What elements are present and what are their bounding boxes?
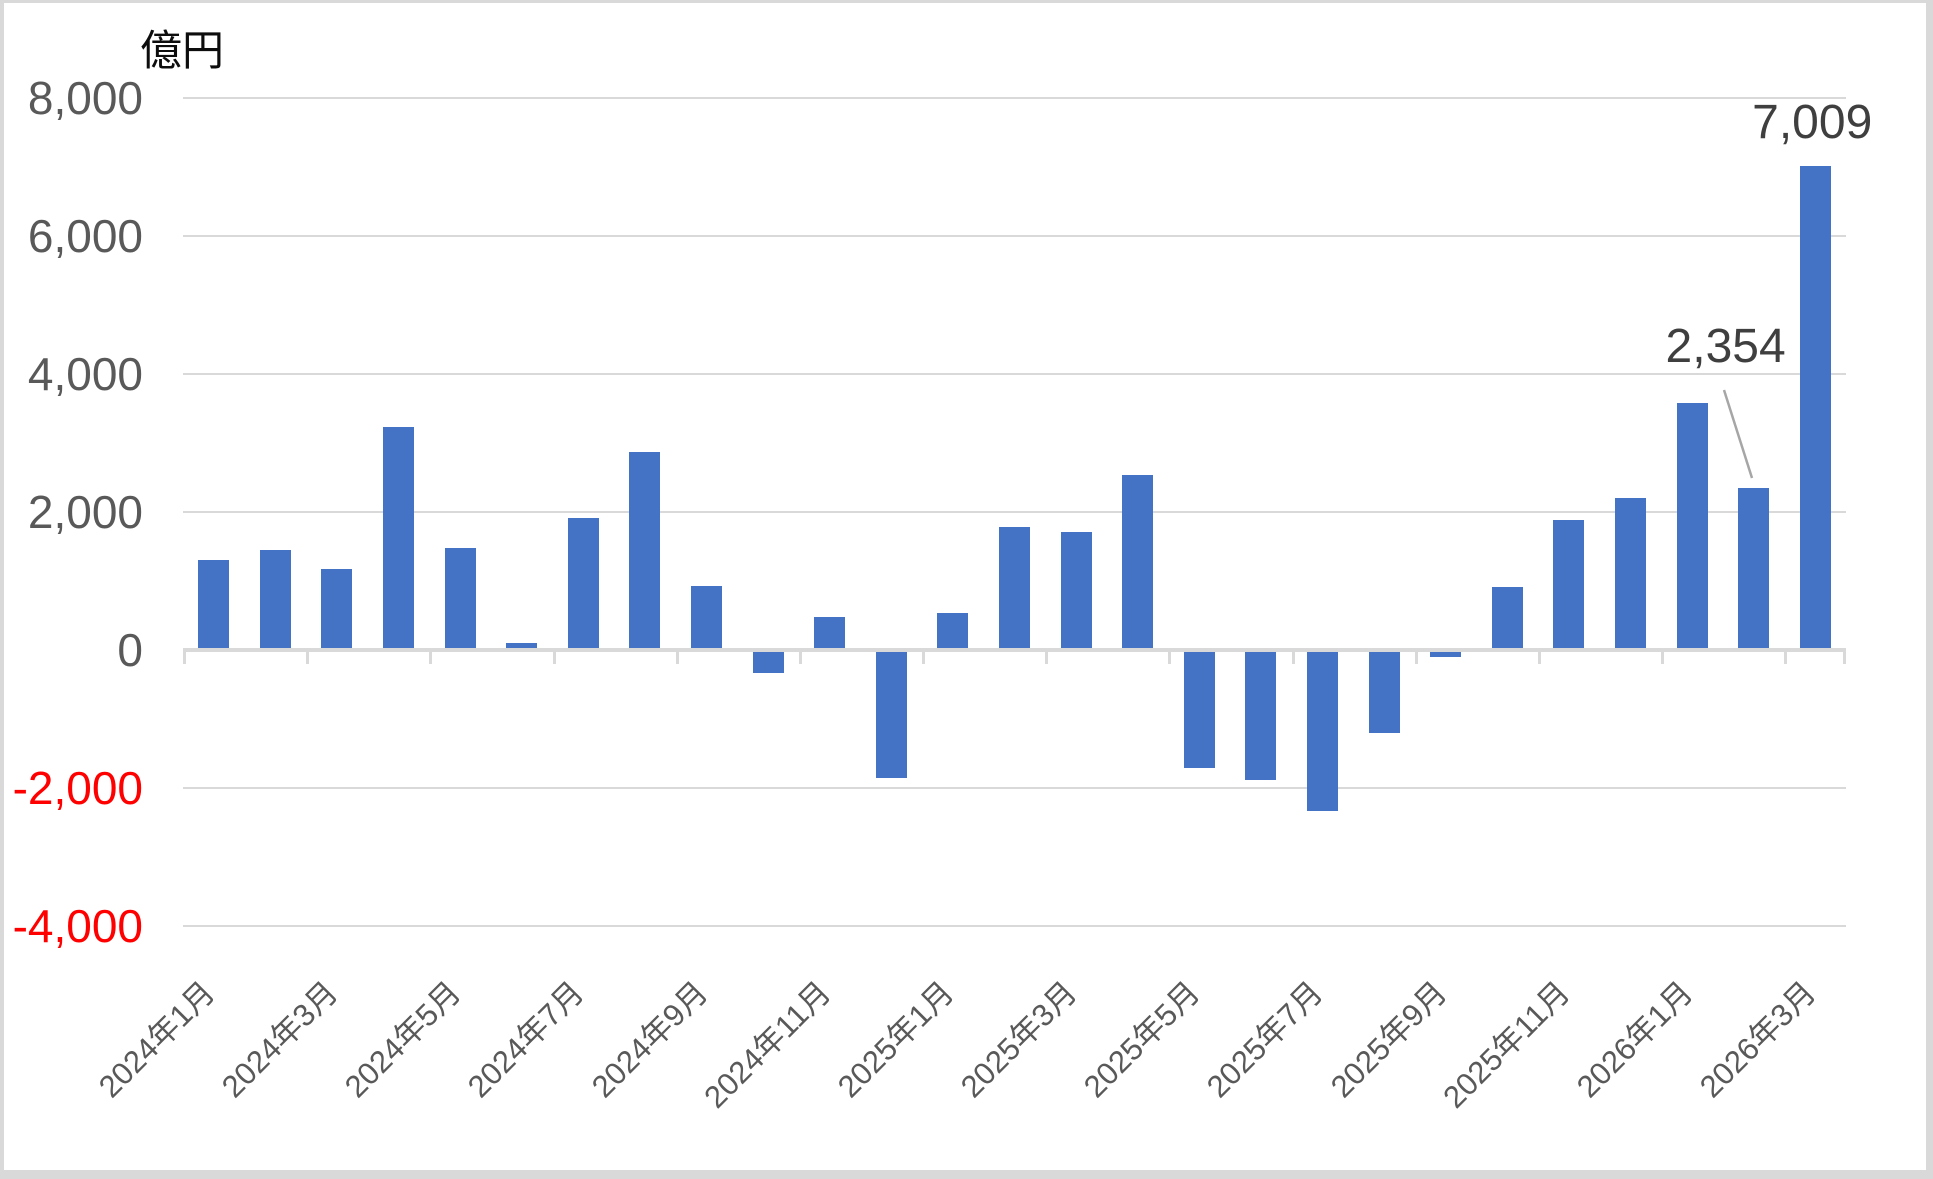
x-axis-tick [429,650,433,664]
bar-2026年3月 [1799,166,1831,650]
bar-2025年8月 [1368,650,1400,733]
bar-2024年3月 [321,569,353,650]
bar-2025年9月 [1430,650,1462,657]
x-axis-tick [1045,650,1049,664]
bar-2024年7月 [567,518,599,650]
x-axis-tick [1538,650,1542,664]
bar-2024年1月 [198,560,230,650]
bar-2026年2月 [1738,487,1770,650]
gridline [183,511,1846,513]
bar-2025年6月 [1245,650,1277,780]
x-axis-tick [922,650,926,664]
bar-2026年1月 [1676,402,1708,650]
x-axis-tick [798,650,802,664]
bar-2024年5月 [444,547,476,650]
x-axis-line [183,647,1846,652]
bar-2025年12月 [1614,498,1646,650]
y-tick-label: 6,000 [27,210,143,262]
bar-2025年4月 [1122,474,1154,650]
gridline [183,97,1846,99]
bar-2025年11月 [1553,519,1585,650]
data-label-2026年2月: 2,354 [1665,319,1786,373]
gridline [183,235,1846,237]
bar-2025年2月 [999,527,1030,650]
x-axis-tick [183,650,186,664]
x-axis-tick [1843,650,1846,664]
y-tick-label: 0 [117,624,143,676]
x-axis-tick [1291,650,1295,664]
y-tick-label: 8,000 [27,72,143,124]
x-axis-tick [1168,650,1172,664]
bar-2024年8月 [629,451,661,650]
y-tick-label: 4,000 [27,348,143,400]
window-border-left [0,0,4,1170]
bar-2024年12月 [875,650,907,778]
axis-unit-label: 億円 [140,27,225,74]
bar-2025年10月 [1491,587,1523,650]
bar-2024年9月 [691,585,723,650]
window-border-top [4,0,1926,3]
bar-2024年2月 [259,549,291,650]
gridline [183,925,1846,927]
bar-2025年5月 [1183,650,1215,768]
window-border-right [1926,0,1933,1170]
bar-2024年11月 [814,616,846,650]
y-tick-label: 2,000 [27,486,143,538]
x-axis-tick [1414,650,1418,664]
bar-2024年6月 [506,643,538,650]
bar-2025年7月 [1306,650,1338,811]
x-axis-tick [552,650,556,664]
x-axis-tick [1784,650,1788,664]
bar-2025年3月 [1060,532,1092,650]
bar-2024年10月 [752,650,784,673]
bar-2025年1月 [937,612,969,650]
window-border-bottom [0,1170,1933,1179]
x-axis-tick [1661,650,1665,664]
data-label-2026年3月: 7,009 [1752,96,1873,150]
y-tick-label: -2,000 [12,762,143,814]
x-axis-tick [675,650,679,664]
y-tick-label: -4,000 [12,900,143,952]
gridline [183,787,1846,789]
x-axis-tick [306,650,310,664]
bar-2024年4月 [383,427,415,650]
gridline [183,373,1846,375]
